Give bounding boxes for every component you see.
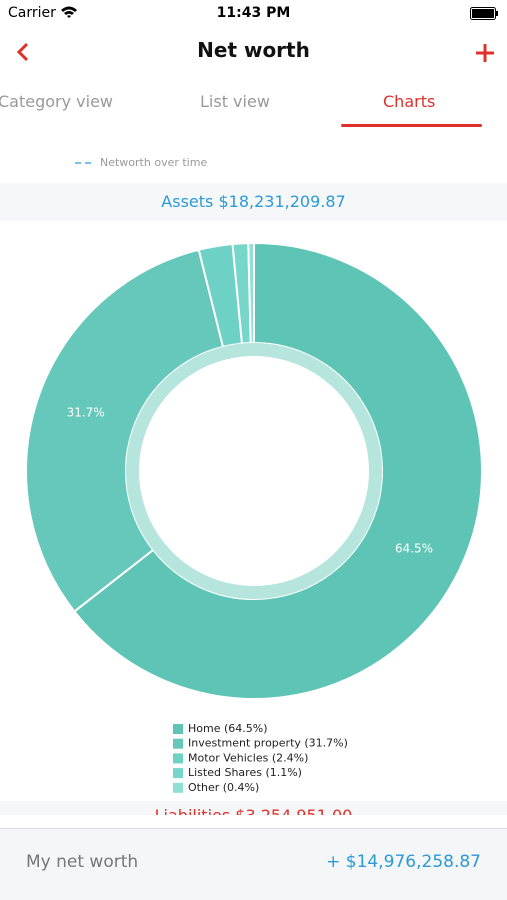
legend-swatch [173, 753, 183, 764]
tab[interactable]: Category view [0, 92, 114, 111]
chart: 64.5% 31.7% Home (64.5%) Investment propert… [25, 241, 483, 794]
tab[interactable]: List view [200, 92, 270, 111]
legend-swatch [173, 724, 183, 734]
legend-swatch [173, 738, 183, 749]
footer-value: + $14,976,258.87 [326, 852, 481, 872]
legend-dash [75, 162, 91, 164]
carrier: Carrier [8, 5, 56, 21]
donut-hole [139, 356, 369, 586]
nav-title: Net worth [197, 38, 310, 62]
wifi-icon [61, 6, 77, 18]
line-legend: Networth over time [100, 156, 208, 169]
legend-label: Home (64.5%) [188, 722, 268, 735]
tab[interactable]: Charts [383, 92, 436, 111]
slice-label: 64.5% [395, 541, 433, 555]
legend-swatch [173, 782, 183, 793]
battery-icon [470, 7, 498, 20]
legend-label: Other (0.4%) [188, 781, 259, 794]
add-button[interactable] [474, 42, 496, 64]
footer: My net worth + $14,976,258.87 [0, 828, 507, 900]
slice-label: 31.7% [67, 406, 105, 420]
liabilities-header-clip: Liabilities $3,254,951.00 [0, 801, 507, 815]
footer-label: My net worth [26, 852, 139, 872]
legend-swatch [173, 768, 183, 779]
tab-indicator [341, 124, 482, 127]
back-button[interactable] [14, 41, 34, 63]
time: 11:43 PM [216, 5, 291, 21]
legend-label: Investment property (31.7%) [188, 737, 348, 750]
assets-header: Assets $18,231,209.87 [0, 183, 507, 221]
liabilities-header: Liabilities $3,254,951.00 [0, 806, 507, 815]
legend-label: Listed Shares (1.1%) [188, 766, 302, 779]
legend-label: Motor Vehicles (2.4%) [188, 751, 308, 764]
